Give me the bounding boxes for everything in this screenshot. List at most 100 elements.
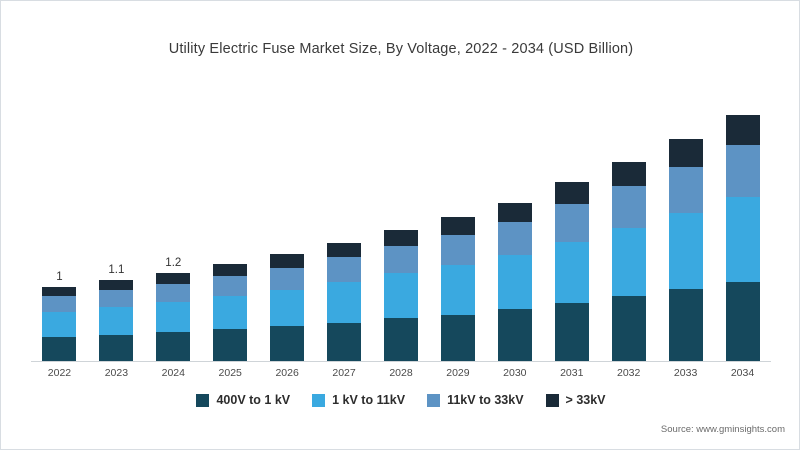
x-axis-label: 2033 (673, 367, 698, 379)
bar-segment[interactable] (384, 230, 418, 247)
bar-segment[interactable] (497, 255, 532, 310)
bar-segment[interactable] (99, 289, 134, 307)
bar-segment[interactable] (270, 254, 305, 268)
bar-column[interactable]: 1.2 (156, 257, 191, 361)
bar-column[interactable] (554, 182, 589, 361)
x-axis-label: 2032 (617, 367, 641, 379)
bar-segment[interactable] (725, 281, 760, 361)
bar-segment[interactable] (327, 257, 362, 283)
bar-column[interactable]: 1 (42, 271, 77, 361)
plot-area: 1 1.1 1.2 (31, 96, 771, 361)
bar-value-label: 1.2 (165, 256, 182, 269)
x-axis-label: 2025 (218, 367, 242, 379)
bar-segment[interactable] (156, 332, 191, 361)
bar-segment[interactable] (725, 196, 760, 282)
chart-legend: 400V to 1 kV 1 kV to 11kV 11kV to 33kV > 33… (1, 393, 800, 407)
legend-label: > 33kV (565, 393, 606, 407)
bar-segment[interactable] (270, 289, 305, 327)
bar-segment[interactable] (611, 227, 646, 297)
bar-segment[interactable] (384, 273, 418, 319)
x-axis-label: 2026 (275, 367, 299, 379)
bar-column[interactable] (270, 254, 305, 361)
bar-segment[interactable] (497, 202, 532, 222)
legend-label: 400V to 1 kV (216, 393, 291, 407)
bar-segment[interactable] (213, 263, 248, 276)
x-axis-label: 2024 (161, 367, 185, 379)
bar-segment[interactable] (611, 185, 646, 228)
x-axis-label: 2027 (332, 367, 356, 379)
bar-segment[interactable] (725, 145, 760, 197)
bar-segment[interactable] (213, 329, 248, 361)
bar-segment[interactable] (440, 217, 475, 236)
bar-segment[interactable] (213, 275, 248, 297)
bar-segment[interactable] (99, 334, 134, 361)
bar-segment[interactable] (42, 336, 77, 361)
bar-column[interactable] (668, 139, 703, 361)
bar-segment[interactable] (156, 272, 191, 284)
bar-value-label: 1 (56, 271, 63, 284)
legend-item[interactable]: 11kV to 33kV (427, 393, 524, 407)
bar-segment[interactable] (156, 283, 191, 303)
bar-segment[interactable] (42, 287, 77, 297)
legend-swatch-icon (196, 393, 210, 407)
x-axis-label: 2023 (104, 367, 129, 379)
bar-segment[interactable] (554, 204, 589, 242)
bar-segment[interactable] (42, 296, 77, 312)
x-axis-label: 2030 (503, 367, 527, 379)
x-axis-line (31, 361, 771, 362)
bar-segment[interactable] (725, 115, 760, 146)
bar-segment[interactable] (440, 265, 475, 315)
bar-column[interactable] (611, 161, 646, 361)
bar-segment[interactable] (554, 302, 589, 361)
x-axis-tick-labels: 2022 2023 2024 2025 2026 2027 2028 2029 2030 2031… (31, 367, 771, 387)
bar-segment[interactable] (554, 241, 589, 303)
legend-label: 11kV to 33kV (447, 393, 524, 407)
legend-swatch-icon (312, 393, 326, 407)
bar-segment[interactable] (611, 296, 646, 361)
bar-column[interactable] (327, 242, 362, 361)
bar-segment[interactable] (668, 288, 703, 361)
bar-segment[interactable] (668, 213, 703, 289)
bar-segment[interactable] (554, 182, 589, 205)
bar-segment[interactable] (99, 306, 134, 335)
bar-segment[interactable] (384, 318, 418, 361)
bar-segment[interactable] (270, 326, 305, 361)
x-axis-label: 2034 (730, 367, 755, 379)
bar-column[interactable]: 1.1 (99, 264, 134, 361)
legend-item[interactable]: > 33kV (545, 393, 606, 407)
bar-segment[interactable] (270, 267, 305, 290)
x-axis-label: 2029 (446, 367, 470, 379)
legend-item[interactable]: 1 kV to 11kV (312, 393, 405, 407)
bar-column[interactable] (384, 230, 418, 361)
bar-segment[interactable] (611, 161, 646, 186)
bar-segment[interactable] (497, 221, 532, 256)
legend-label: 1 kV to 11kV (332, 393, 406, 407)
x-axis-label: 2028 (389, 367, 413, 379)
legend-swatch-icon (427, 393, 441, 407)
bar-segment[interactable] (213, 296, 248, 330)
bar-segment[interactable] (327, 282, 362, 323)
bar-segment[interactable] (440, 235, 475, 266)
legend-swatch-icon (545, 393, 559, 407)
bar-segment[interactable] (327, 242, 362, 258)
bar-segment[interactable] (497, 309, 532, 361)
legend-item[interactable]: 400V to 1 kV (196, 393, 290, 407)
bar-segment[interactable] (668, 166, 703, 214)
bar-segment[interactable] (668, 139, 703, 167)
source-note: Source: www.gminsights.com (660, 424, 785, 435)
bar-segment[interactable] (42, 311, 77, 337)
bar-segment[interactable] (327, 322, 362, 361)
page-title: Utility Electric Fuse Market Size, By Vo… (168, 41, 634, 57)
bar-column[interactable] (440, 217, 475, 361)
bar-segment[interactable] (384, 246, 418, 274)
bar-value-label: 1.1 (108, 264, 125, 277)
bar-segment[interactable] (99, 280, 134, 290)
bar-column[interactable] (213, 263, 248, 361)
x-axis-label: 2031 (560, 367, 584, 379)
bar-column[interactable] (497, 202, 532, 361)
x-axis-label: 2022 (47, 367, 72, 379)
bar-column[interactable] (725, 115, 760, 361)
bar-segment[interactable] (440, 314, 475, 361)
bar-segment[interactable] (156, 302, 191, 333)
